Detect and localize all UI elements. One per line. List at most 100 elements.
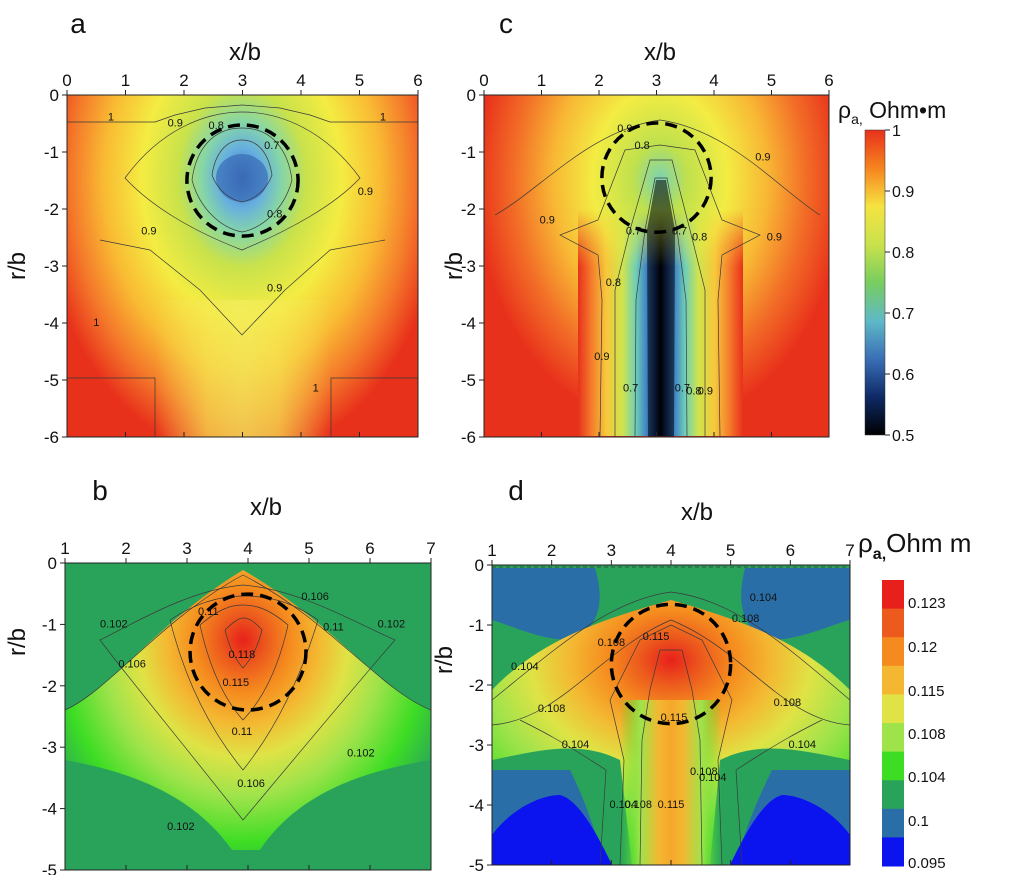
contour-label: 0.9 bbox=[540, 214, 555, 226]
colorbar-bottom-swatch bbox=[882, 780, 904, 810]
x-tick-label: 2 bbox=[594, 71, 603, 90]
contour-line bbox=[559, 144, 761, 438]
contour-label: 0.9 bbox=[358, 186, 373, 198]
x-tick-label: 4 bbox=[296, 71, 305, 90]
contour-line bbox=[99, 584, 396, 821]
panel-a: a 1 1 0.9 0.8 0.7 0.9 0.8 0.9 0.9 1 1 0 1 2 3 4 5 6 0 -1 -2… bbox=[4, 8, 423, 447]
y-tick-label: -4 bbox=[469, 796, 484, 815]
contour-label: 0.108 bbox=[690, 766, 718, 778]
y-tick-label: -5 bbox=[461, 371, 476, 390]
contour-label: 0.9 bbox=[698, 385, 713, 397]
panel-b-letter: b bbox=[92, 475, 108, 506]
colorbar-bottom-unit: Ohm m bbox=[886, 528, 971, 558]
y-tick-label: -2 bbox=[42, 677, 57, 696]
y-tick-label: -4 bbox=[461, 314, 476, 333]
panel-a-minimum-core bbox=[216, 154, 268, 202]
y-tick-label: -2 bbox=[461, 200, 476, 219]
panel-c-core bbox=[647, 180, 675, 437]
x-tick-label: 3 bbox=[238, 71, 247, 90]
x-tick-label: 2 bbox=[121, 539, 130, 558]
contour-line bbox=[67, 104, 418, 123]
x-tick-label: 2 bbox=[179, 71, 188, 90]
panel-d-letter: d bbox=[508, 475, 524, 506]
contour-line bbox=[639, 649, 703, 866]
contour-line bbox=[494, 119, 821, 216]
colorbar-bottom-label: ρa,Ohm m bbox=[858, 528, 971, 563]
colorbar-top-bar bbox=[864, 129, 886, 436]
colorbar-top-unit: Ohm•m bbox=[863, 97, 946, 123]
contour-label: 0.104 bbox=[750, 592, 778, 604]
contour-label: 0.108 bbox=[598, 637, 626, 649]
colorbar-bottom-swatch bbox=[882, 808, 904, 838]
contour-label: 1 bbox=[380, 112, 386, 124]
contour-label: 0.9 bbox=[767, 231, 782, 243]
x-tick-label: 7 bbox=[426, 539, 435, 558]
colorbar-bottom-swatches: 0.123 0.12 0.115 0.108 0.104 0.1 0.095 bbox=[882, 580, 946, 872]
x-tick-label: 1 bbox=[487, 541, 496, 560]
contour-label: 0.9 bbox=[755, 152, 770, 164]
contour-label: 0.8 bbox=[692, 231, 707, 243]
contour-label: 0.9 bbox=[168, 117, 183, 129]
y-tick-label: -5 bbox=[44, 371, 59, 390]
contour-label: 0.108 bbox=[732, 613, 760, 625]
contour-line bbox=[634, 177, 688, 438]
y-tick-label: -1 bbox=[469, 616, 484, 635]
y-tick-label: -5 bbox=[42, 861, 57, 875]
colorbar-top-rho: ρ bbox=[838, 97, 851, 123]
contour-label: 0.11 bbox=[232, 726, 253, 738]
colorbar-bottom: ρa,Ohm m 0.123 0.12 0.115 0.108 0.104 0.1 0.09… bbox=[858, 528, 971, 872]
contour-line bbox=[491, 591, 851, 701]
x-tick-label: 3 bbox=[182, 539, 191, 558]
contour-line bbox=[224, 617, 263, 669]
colorbar-bottom-tick-label: 0.108 bbox=[908, 726, 946, 743]
contour-line bbox=[99, 239, 386, 336]
panel-b-field bbox=[65, 563, 431, 870]
panel-c-dashed-circle bbox=[600, 121, 713, 235]
y-tick-label: -2 bbox=[44, 200, 59, 219]
colorbar-bottom-swatch bbox=[882, 837, 904, 867]
x-tick-label: 6 bbox=[786, 541, 795, 560]
contour-label: 0.102 bbox=[347, 747, 375, 759]
contour-label: 0.9 bbox=[594, 351, 609, 363]
contour-label: 0.104 bbox=[789, 739, 817, 751]
contour-label: 0.7 bbox=[626, 226, 641, 238]
y-tick-label: -6 bbox=[44, 428, 59, 447]
x-tick-label: 6 bbox=[365, 539, 374, 558]
colorbar-top-tick-label: 0.6 bbox=[892, 367, 914, 384]
contour-label: 1 bbox=[108, 112, 114, 124]
panel-a-xlabel: x/b bbox=[229, 39, 261, 66]
contour-label: 0.106 bbox=[301, 591, 329, 603]
panel-a-plume bbox=[155, 300, 331, 437]
panel-c-contour-labels: 0.90.80.90.90.7 0.7 0.8 0.90.80.90.7 0.70.80… bbox=[540, 123, 782, 397]
contour-label: 0.115 bbox=[222, 677, 249, 689]
colorbar-bottom-swatch bbox=[882, 694, 904, 724]
panel-b-xlabel: x/b bbox=[250, 494, 282, 521]
x-tick-label: 5 bbox=[304, 539, 313, 558]
colorbar-top-tick-label: 0.8 bbox=[892, 245, 914, 262]
x-tick-label: 6 bbox=[413, 71, 422, 90]
colorbar-top-tick-label: 0.9 bbox=[892, 184, 914, 201]
colorbar-top-tick-label: 0.7 bbox=[892, 306, 914, 323]
panel-b-ylabel: r/b bbox=[4, 628, 31, 656]
colorbar-bottom-tick-label: 0.12 bbox=[908, 639, 937, 656]
contour-label: 0.102 bbox=[100, 618, 128, 630]
panel-d-plume bbox=[620, 700, 722, 865]
y-tick-label: -1 bbox=[461, 143, 476, 162]
panel-a-letter: a bbox=[70, 8, 86, 39]
y-tick-label: 0 bbox=[50, 86, 59, 105]
contour-label: 0.108 bbox=[624, 799, 652, 811]
panel-d-deep-right bbox=[730, 795, 850, 865]
contour-line bbox=[211, 139, 273, 203]
contour-label: 0.104 bbox=[610, 799, 638, 811]
panel-c-ylabel: r/b bbox=[441, 252, 468, 280]
panel-a-axes: 0 1 2 3 4 5 6 0 -1 -2 -3 -4 -5 -6 bbox=[44, 71, 423, 447]
colorbar-bottom-swatch bbox=[882, 608, 904, 638]
y-tick-label: -6 bbox=[461, 428, 476, 447]
panel-d-dashed-circle bbox=[609, 602, 733, 726]
contour-line bbox=[491, 619, 851, 726]
contour-label: 0.7 bbox=[264, 140, 279, 152]
contour-line bbox=[735, 719, 823, 866]
